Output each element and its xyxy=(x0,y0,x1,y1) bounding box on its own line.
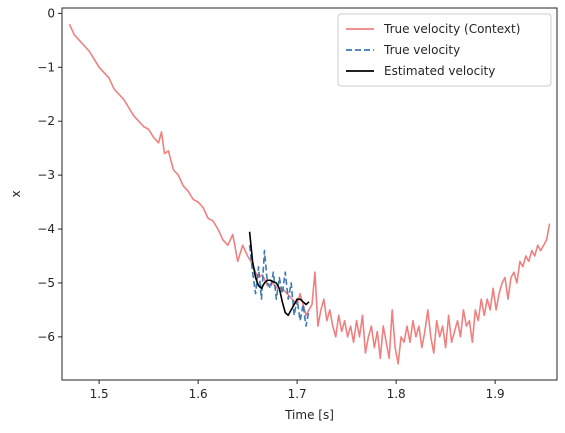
x-axis-label: Time [s] xyxy=(284,408,334,422)
plot-frame xyxy=(61,7,558,381)
ticks-layer: 1.5 1.6 1.7 1.8 1.9 0 −1 −2 −3 −4 −5 −6 xyxy=(37,6,504,401)
legend-label-2: True velocity xyxy=(383,43,460,57)
legend-label-3: Estimated velocity xyxy=(384,64,495,78)
y-tick-label: −5 xyxy=(37,276,55,290)
y-tick-label: −1 xyxy=(37,60,55,74)
x-tick-label: 1.7 xyxy=(288,387,307,401)
x-tick-label: 1.8 xyxy=(387,387,406,401)
y-tick-label: −4 xyxy=(37,222,55,236)
legend: True velocity (Context) True velocity Esti… xyxy=(337,13,552,87)
y-tick-label: 0 xyxy=(47,6,55,20)
y-tick-label: −3 xyxy=(37,168,55,182)
series-layer xyxy=(68,23,551,365)
legend-box xyxy=(337,13,552,87)
series-line-2 xyxy=(248,245,310,327)
legend-label-1: True velocity (Context) xyxy=(383,22,520,36)
y-tick-label: −2 xyxy=(37,114,55,128)
x-tick-label: 1.9 xyxy=(486,387,505,401)
series-line-1 xyxy=(68,23,551,365)
y-axis-label: x xyxy=(9,190,23,197)
x-tick-label: 1.6 xyxy=(189,387,208,401)
x-tick-label: 1.5 xyxy=(90,387,109,401)
series-line-3 xyxy=(248,231,310,317)
y-tick-label: −6 xyxy=(37,330,55,344)
